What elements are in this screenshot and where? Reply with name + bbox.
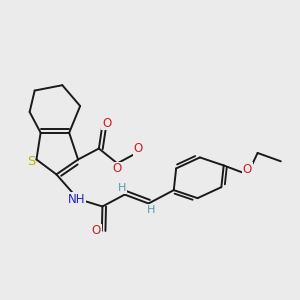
Text: O: O <box>113 162 122 175</box>
Text: O: O <box>134 142 143 155</box>
Text: O: O <box>243 163 252 176</box>
Text: H: H <box>118 183 127 193</box>
Text: S: S <box>27 155 35 168</box>
Text: NH: NH <box>68 193 85 206</box>
Text: H: H <box>147 205 156 215</box>
Text: O: O <box>92 224 101 237</box>
Text: O: O <box>102 117 111 130</box>
